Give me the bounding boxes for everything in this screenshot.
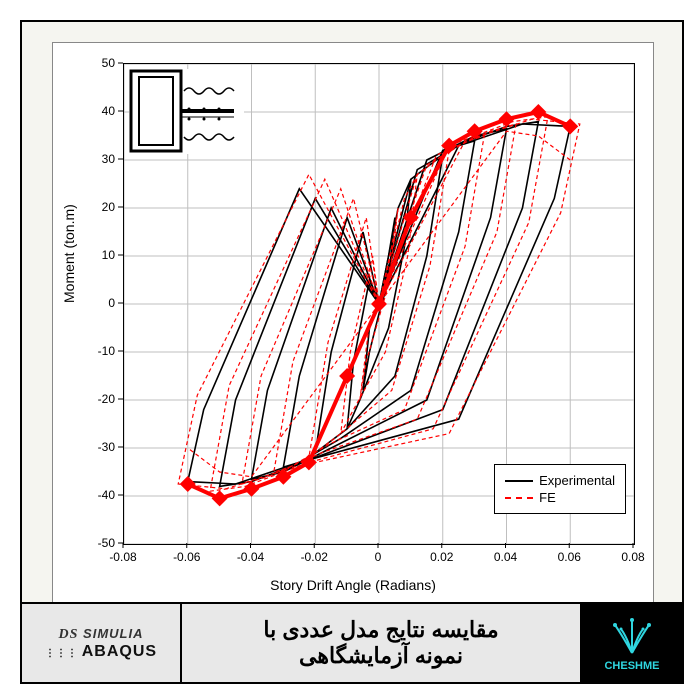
- footer-title: مقایسه نتایج مدل عددی با نمونه آزمایشگاه…: [182, 604, 580, 682]
- logo-text: CHESHME: [604, 660, 659, 672]
- chart-container: گروه چشمه Experimental: [52, 42, 654, 604]
- brand-ds: DS: [59, 627, 79, 642]
- inset-svg: [129, 69, 244, 154]
- svg-text:-30: -30: [98, 440, 116, 454]
- footer-brand: DS SIMULIA ABAQUS: [22, 604, 182, 682]
- svg-text:-50: -50: [98, 536, 116, 550]
- svg-text:-0.08: -0.08: [109, 550, 137, 564]
- inset-diagram: [129, 69, 244, 154]
- legend-line-exp: [505, 480, 533, 482]
- svg-text:0.02: 0.02: [430, 550, 454, 564]
- svg-text:-40: -40: [98, 488, 116, 502]
- legend-label-fe: FE: [539, 490, 556, 505]
- svg-text:20: 20: [102, 200, 116, 214]
- outer-frame: گروه چشمه Experimental: [20, 20, 684, 684]
- svg-text:-0.04: -0.04: [237, 550, 265, 564]
- legend-item-experimental: Experimental: [505, 473, 615, 488]
- plot-area: Experimental FE: [123, 63, 635, 545]
- svg-text:0: 0: [108, 296, 115, 310]
- x-axis-label: Story Drift Angle (Radians): [53, 577, 653, 593]
- svg-text:0.06: 0.06: [558, 550, 582, 564]
- svg-text:30: 30: [102, 152, 116, 166]
- legend-item-fe: FE: [505, 490, 615, 505]
- svg-text:50: 50: [102, 56, 116, 70]
- svg-text:-0.06: -0.06: [173, 550, 201, 564]
- title-line2: نمونه آزمایشگاهی: [299, 643, 463, 669]
- svg-text:0.04: 0.04: [494, 550, 518, 564]
- svg-text:0: 0: [375, 550, 382, 564]
- footer: DS SIMULIA ABAQUS مقایسه نتایج مدل عددی …: [22, 602, 682, 682]
- svg-text:-0.02: -0.02: [301, 550, 329, 564]
- legend-line-fe: [505, 497, 533, 499]
- svg-text:-20: -20: [98, 392, 116, 406]
- svg-text:0.08: 0.08: [621, 550, 645, 564]
- svg-text:10: 10: [102, 248, 116, 262]
- footer-logo: CHESHME: [580, 604, 682, 682]
- y-axis-label: Moment (ton.m): [61, 204, 77, 303]
- brand-simulia: DS SIMULIA: [59, 626, 144, 643]
- svg-text:40: 40: [102, 104, 116, 118]
- svg-text:-10: -10: [98, 344, 116, 358]
- fountain-icon: [607, 615, 657, 660]
- brand-abaqus: ABAQUS: [45, 643, 157, 661]
- legend: Experimental FE: [494, 464, 626, 514]
- title-line1: مقایسه نتایج مدل عددی با: [263, 617, 498, 643]
- legend-label-exp: Experimental: [539, 473, 615, 488]
